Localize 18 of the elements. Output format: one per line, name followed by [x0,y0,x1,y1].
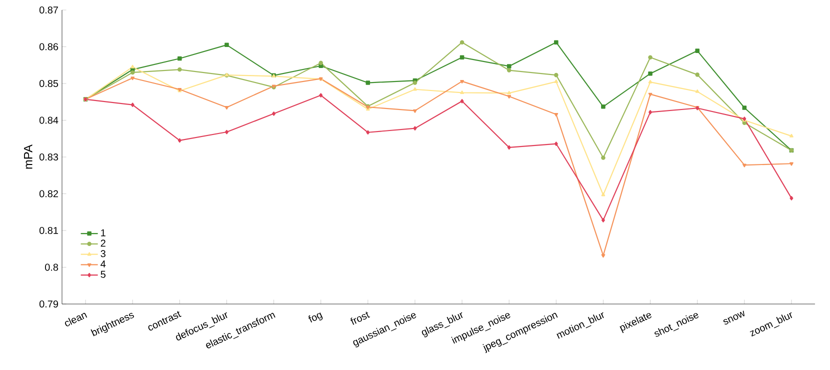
y-tick-label: 0.79 [39,300,58,308]
legend-label: 1 [101,229,106,236]
legend-label: 5 [100,270,106,278]
y-tick-label: 0.83 [39,153,58,161]
x-tick-label: clean [65,312,88,326]
y-tick-label: 0.8 [45,264,58,271]
y-axis-title: mPA [24,144,32,169]
y-tick-label: 0.87 [39,6,58,14]
legend-label: 4 [100,260,106,268]
x-tick-label: fog [308,312,323,322]
y-tick-label: 0.85 [39,80,58,88]
y-tick-label: 0.82 [39,190,58,198]
x-tick-label: snow [723,310,744,325]
legend-label: 2 [100,240,106,247]
y-tick-label: 0.81 [39,226,58,234]
y-tick-label: 0.84 [39,116,58,124]
legend-label: 3 [100,250,106,258]
y-tick-label: 0.86 [39,43,58,50]
